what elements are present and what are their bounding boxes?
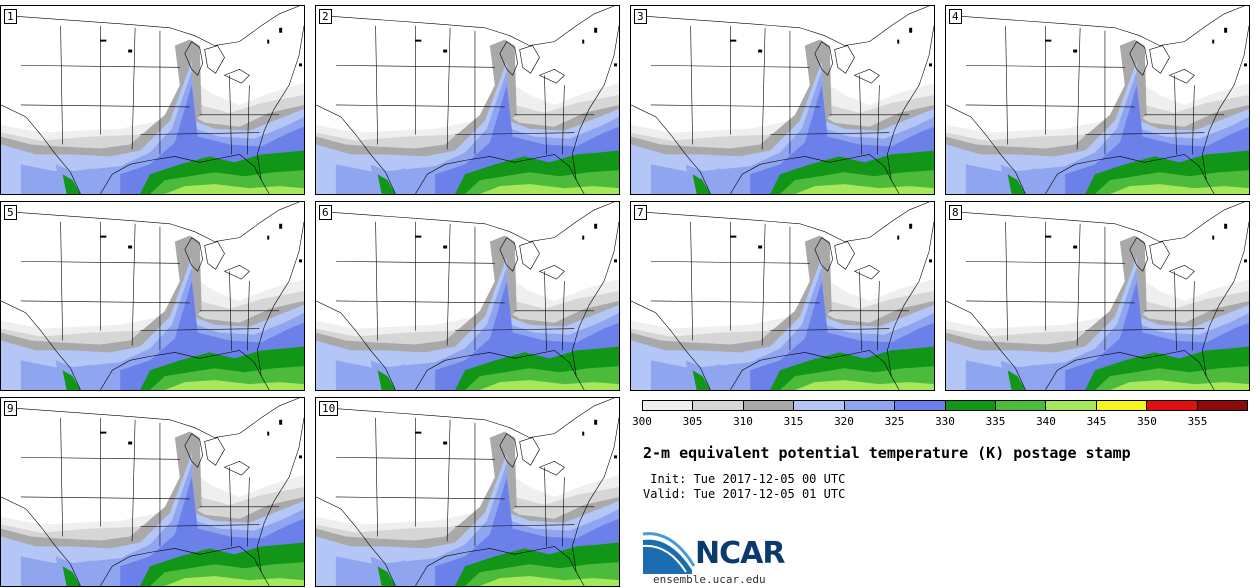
- member-number: 6: [319, 205, 332, 220]
- member-number: 7: [634, 205, 647, 220]
- valid-time: Valid: Tue 2017-12-05 01 UTC: [643, 487, 846, 501]
- colorbar-swatch: [895, 401, 946, 410]
- colorbar-tick-label: 335: [985, 415, 1006, 428]
- ensemble-member-panel: 10: [315, 397, 620, 587]
- colorbar-swatch: [693, 401, 744, 410]
- ensemble-member-panel: 8: [945, 201, 1250, 391]
- colorbar: [642, 400, 1248, 411]
- colorbar-swatch: [1046, 401, 1097, 410]
- member-number: 3: [634, 9, 647, 24]
- member-number: 10: [319, 401, 339, 416]
- ensemble-member-panel: 2: [315, 5, 620, 195]
- logo-name: NCAR: [695, 536, 785, 571]
- ensemble-member-panel: 7: [630, 201, 935, 391]
- colorbar-tick-label: 355: [1187, 415, 1208, 428]
- colorbar-swatch: [844, 401, 896, 410]
- ensemble-member-panel: 1: [0, 5, 305, 195]
- colorbar-labels: 300 305 310 315 320 325 330 335 340 345 350 355: [632, 415, 1248, 429]
- member-number: 4: [949, 9, 962, 24]
- map-image: [316, 6, 619, 194]
- map-image: [631, 6, 934, 194]
- colorbar-swatch: [1197, 401, 1248, 410]
- colorbar-swatch: [995, 401, 1047, 410]
- colorbar-swatch: [1096, 401, 1148, 410]
- colorbar-swatch: [794, 401, 845, 410]
- colorbar-tick-label: 325: [884, 415, 905, 428]
- init-time: Init: Tue 2017-12-05 00 UTC: [643, 472, 846, 486]
- map-image: [1, 6, 304, 194]
- ensemble-member-panel: 9: [0, 397, 305, 587]
- colorbar-tick-label: 350: [1137, 415, 1157, 428]
- ensemble-member-panel: 3: [630, 5, 935, 195]
- colorbar-tick-label: 310: [733, 415, 753, 428]
- map-image: [946, 202, 1249, 390]
- ensemble-member-panel: 4: [945, 5, 1250, 195]
- colorbar-swatch: [945, 401, 996, 410]
- colorbar-tick-label: 305: [682, 415, 703, 428]
- colorbar-tick-label: 345: [1086, 415, 1107, 428]
- member-number: 2: [319, 9, 332, 24]
- map-image: [1, 398, 304, 586]
- map-image: [316, 398, 619, 586]
- logo-url: ensemble.ucar.edu: [653, 573, 766, 586]
- colorbar-tick-label: 330: [935, 415, 955, 428]
- member-number: 9: [4, 401, 17, 416]
- colorbar-tick-label: 320: [834, 415, 854, 428]
- map-image: [631, 202, 934, 390]
- ensemble-member-panel: 5: [0, 201, 305, 391]
- colorbar-swatch: [1147, 401, 1198, 410]
- colorbar-tick-label: 315: [783, 415, 804, 428]
- colorbar-tick-label: 340: [1036, 415, 1056, 428]
- colorbar-swatch: [643, 401, 694, 410]
- chart-title: 2-m equivalent potential temperature (K)…: [643, 444, 1131, 462]
- map-image: [946, 6, 1249, 194]
- member-number: 1: [4, 9, 17, 24]
- colorbar-tick-label: 300: [632, 415, 652, 428]
- member-number: 8: [949, 205, 962, 220]
- member-number: 5: [4, 205, 17, 220]
- colorbar-swatch: [743, 401, 795, 410]
- ensemble-member-panel: 6: [315, 201, 620, 391]
- ncar-logo-icon: [642, 532, 696, 574]
- map-image: [316, 202, 619, 390]
- map-image: [1, 202, 304, 390]
